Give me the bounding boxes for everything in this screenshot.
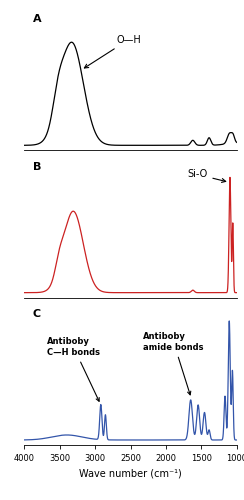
Text: A: A — [33, 14, 41, 24]
Text: O—H: O—H — [84, 34, 141, 68]
Text: C: C — [33, 309, 41, 319]
Text: B: B — [33, 162, 41, 172]
Text: Si-O: Si-O — [187, 170, 226, 182]
Text: Antiboby
C—H bonds: Antiboby C—H bonds — [47, 338, 100, 402]
X-axis label: Wave number (cm⁻¹): Wave number (cm⁻¹) — [79, 468, 182, 478]
Text: Antiboby
amide bonds: Antiboby amide bonds — [143, 332, 204, 395]
